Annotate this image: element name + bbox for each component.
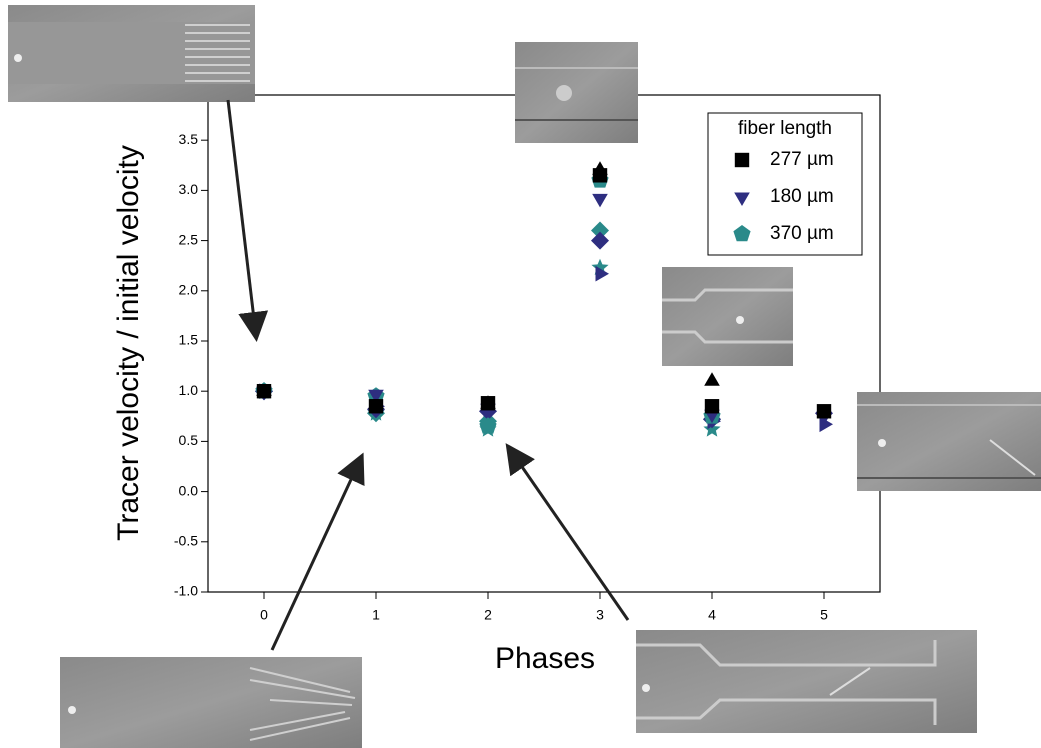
inset-photo (60, 657, 362, 748)
data-point (816, 404, 832, 419)
arrows (226, 99, 630, 651)
inset-photo (515, 42, 638, 143)
inset-photo (8, 5, 255, 102)
legend-label: 277 µm (770, 149, 834, 170)
y-axis-label: Tracer velocity / initial velocity (112, 145, 145, 541)
legend-marker (733, 225, 751, 242)
data-point (592, 193, 608, 208)
data-point (592, 168, 608, 183)
x-tick-label: 0 (260, 607, 268, 623)
data-point (591, 221, 609, 240)
data-point (595, 265, 609, 282)
y-tick-label: 1.0 (179, 382, 199, 398)
y-tick-label: -1.0 (174, 583, 198, 599)
legend-label: 370 µm (770, 223, 834, 244)
x-tick-label: 1 (372, 607, 380, 623)
y-tick-label: 3.5 (179, 131, 199, 147)
y-tick-label: 2.0 (179, 281, 199, 297)
legend-title: fiber length (738, 118, 832, 139)
data-point (479, 417, 497, 434)
data-point (704, 372, 720, 386)
y-tick-label: 0.0 (179, 482, 199, 498)
x-tick-label: 2 (484, 607, 492, 623)
x-tick-label: 3 (596, 607, 604, 623)
y-tick-label: 0.5 (179, 432, 199, 448)
photo-insets (8, 5, 1041, 748)
x-tick-label: 5 (820, 607, 828, 623)
y-tick-label: -0.5 (174, 533, 198, 549)
data-point (703, 420, 721, 437)
legend-marker (734, 152, 750, 168)
inset-photo (662, 267, 793, 366)
data-point (368, 389, 384, 404)
y-tick-label: 2.5 (179, 231, 199, 247)
data-point (591, 231, 609, 250)
legend-label: 180 µm (770, 186, 834, 207)
y-tick-label: 3.0 (179, 181, 199, 197)
y-tick-label: 1.5 (179, 332, 199, 348)
inset-photo (636, 630, 977, 733)
data-point (704, 399, 720, 414)
data-point (368, 399, 384, 414)
legend-marker (734, 192, 750, 206)
inset-photo (857, 392, 1041, 491)
data-point (480, 396, 496, 411)
x-axis-label: Phases (495, 642, 595, 675)
plot-area: Phases Tracer velocity / initial velocit… (112, 94, 881, 675)
x-tick-label: 4 (708, 607, 716, 623)
data-point (256, 383, 272, 399)
